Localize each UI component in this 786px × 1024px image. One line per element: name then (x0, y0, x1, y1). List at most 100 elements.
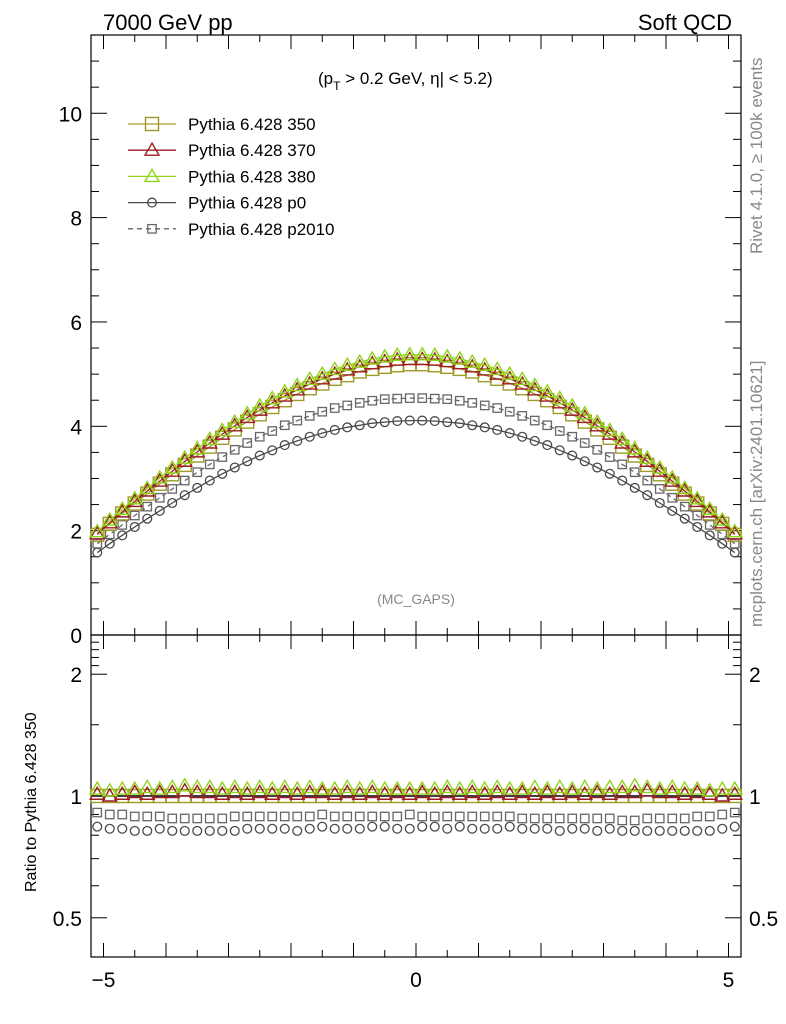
ratio-point-p0 (667, 825, 678, 836)
ratio-point-p2010 (304, 811, 315, 822)
main-point-p0 (317, 428, 328, 439)
ratio-point-p2010 (404, 809, 415, 820)
main-point-p380 (701, 500, 718, 515)
main-point-p0 (392, 416, 403, 427)
cut-label-mid: > 0.2 GeV, (340, 69, 430, 88)
ratio-point-p2010 (504, 811, 515, 822)
main-point-p380 (89, 523, 106, 538)
main-point-p370 (414, 351, 431, 366)
ratio-point-p2010 (529, 813, 540, 824)
main-point-p2010 (217, 452, 228, 462)
main-point-p2010 (617, 459, 628, 470)
rivet-version-label: Rivet 4.1.0, ≥ 100k events (747, 58, 766, 254)
ratio-point-p0 (267, 823, 278, 834)
ratio-point-p370 (376, 785, 393, 800)
main-point-p0 (292, 435, 303, 446)
ratio-point-p2010 (717, 809, 728, 820)
ratio-point-p370 (301, 784, 318, 799)
main-point-p370 (314, 370, 331, 385)
ratio-point-p2010 (704, 811, 715, 822)
main-point-p370 (289, 381, 306, 396)
ratio-point-p2010 (167, 813, 178, 824)
main-line-p370 (96, 358, 736, 535)
ratio-point-p380 (176, 777, 193, 792)
ratio-point-p380 (676, 780, 693, 795)
ratio-point-p370 (364, 784, 381, 799)
ratio-point-p380 (601, 779, 618, 794)
main-point-p2010 (329, 403, 340, 413)
legend-marker-p2010 (147, 223, 157, 234)
main-point-p0 (267, 445, 278, 456)
main-point-p380 (326, 361, 343, 376)
legend-marker-p380 (143, 168, 161, 183)
main-point-p0 (454, 418, 465, 429)
cut-label-close: | < 5.2) (440, 69, 493, 88)
ratio-point-p2010 (204, 813, 215, 824)
ratio-point-p0 (379, 821, 390, 832)
ratio-point-p0 (354, 823, 365, 834)
main-point-p0 (629, 482, 640, 493)
main-point-p370 (701, 503, 718, 518)
main-ytick-label: 0 (70, 625, 82, 648)
ratio-point-p2010 (92, 807, 103, 818)
ratio-point-p370 (164, 784, 181, 799)
main-point-p2010 (704, 520, 715, 530)
main-point-p0 (229, 462, 240, 473)
ratio-ytick-label: 2 (70, 664, 82, 687)
ratio-point-p370 (726, 785, 743, 800)
ratio-point-p370 (514, 784, 531, 799)
main-ytick-label: 8 (70, 208, 82, 231)
ratio-point-p380 (426, 780, 443, 795)
ratio-ytick-label-right: 2 (749, 664, 761, 687)
ratio-point-p2010 (517, 813, 528, 824)
main-point-p0 (642, 490, 653, 501)
ratio-point-p370 (326, 785, 343, 800)
cut-label-open: (p (318, 69, 333, 88)
main-point-p2010 (579, 438, 590, 448)
main-point-p2010 (367, 395, 378, 406)
main-point-p2010 (179, 475, 190, 486)
main-point-p380 (364, 350, 381, 365)
main-point-p380 (576, 405, 593, 420)
ratio-point-p370 (426, 785, 443, 800)
cut-label-eta: η (430, 69, 439, 88)
ratio-point-p0 (479, 823, 490, 834)
ratio-point-p0 (204, 825, 215, 836)
main-point-p0 (417, 415, 428, 426)
legend: Pythia 6.428 350 Pythia 6.428 370 Pythia 6… (128, 115, 335, 239)
legend-marker-p0 (146, 197, 158, 208)
ratio-point-p0 (254, 823, 265, 834)
ratio-point-p370 (451, 785, 468, 800)
main-point-p2010 (204, 459, 215, 470)
legend-label-p0: Pythia 6.428 p0 (188, 194, 306, 213)
ratio-point-p0 (729, 821, 740, 832)
ratio-point-p370 (189, 784, 206, 799)
ratio-point-p0 (529, 823, 540, 834)
main-point-p0 (554, 445, 565, 456)
ratio-point-p370 (551, 785, 568, 800)
ratio-point-p370 (389, 784, 406, 799)
ratio-point-p380 (526, 779, 543, 794)
legend-label-p350: Pythia 6.428 350 (188, 115, 316, 134)
main-point-p370 (476, 361, 493, 376)
main-point-p0 (204, 475, 215, 486)
ratio-point-p370 (401, 785, 418, 800)
ratio-point-p370 (351, 785, 368, 800)
main-point-p2010 (342, 400, 353, 411)
main-ytick-label: 6 (70, 312, 82, 335)
ratio-point-p380 (639, 779, 656, 794)
main-point-p2010 (304, 411, 315, 421)
main-point-p380 (476, 356, 493, 371)
ratio-point-p0 (367, 821, 378, 832)
main-point-p2010 (154, 492, 165, 503)
ratio-point-p370 (239, 785, 256, 800)
ratio-point-p380 (501, 780, 518, 795)
ratio-point-p370 (701, 785, 718, 800)
main-point-p370 (376, 353, 393, 368)
main-point-p0 (354, 420, 365, 431)
ratio-point-p380 (401, 780, 418, 795)
main-point-p2010 (692, 510, 703, 521)
main-point-p2010 (379, 394, 390, 405)
ratio-point-p370 (464, 784, 481, 799)
ratio-point-p380 (189, 779, 206, 794)
